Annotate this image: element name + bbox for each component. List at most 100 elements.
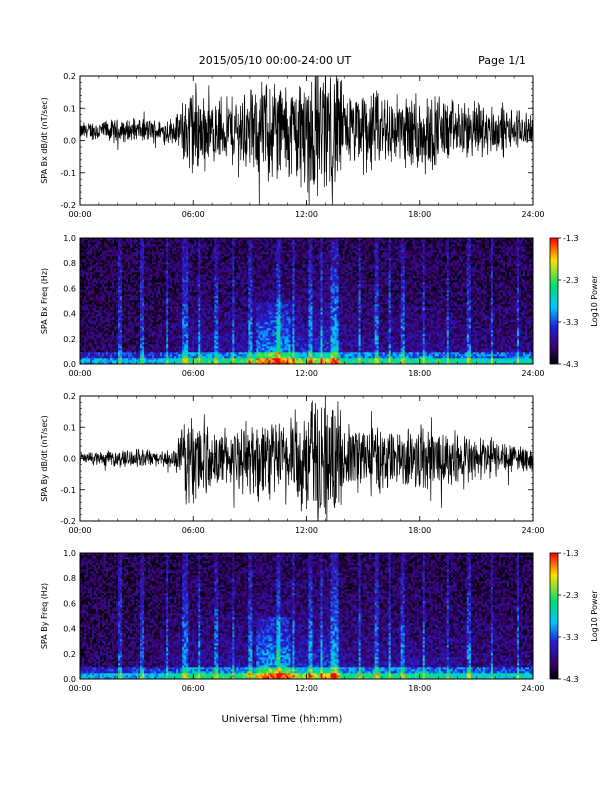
heatmap-cell [98, 254, 101, 257]
heatmap-cell [142, 314, 145, 317]
heatmap-cell [172, 322, 175, 325]
heatmap-cell [166, 360, 169, 363]
heatmap-cell [84, 256, 87, 259]
heatmap-cell [206, 290, 209, 293]
heatmap-cell [116, 326, 119, 329]
heatmap-cell [164, 340, 167, 343]
heatmap-cell [142, 326, 145, 329]
heatmap-cell [94, 288, 97, 291]
heatmap-cell [188, 246, 191, 249]
heatmap-cell [148, 338, 151, 341]
heatmap-cell [208, 268, 211, 271]
heatmap-cell [184, 264, 187, 267]
heatmap-cell [106, 348, 109, 351]
heatmap-cell [94, 348, 97, 351]
heatmap-cell [118, 282, 121, 285]
heatmap-cell [192, 296, 195, 299]
heatmap-cell [186, 248, 189, 251]
heatmap-cell [142, 350, 145, 353]
heatmap-cell [154, 282, 157, 285]
heatmap-cell [230, 306, 233, 309]
heatmap-cell [180, 272, 183, 275]
heatmap-cell [162, 262, 165, 265]
heatmap-cell [214, 254, 217, 257]
heatmap-cell [118, 320, 121, 323]
heatmap-cell [86, 242, 89, 245]
heatmap-cell [122, 278, 125, 281]
heatmap-cell [230, 276, 233, 279]
heatmap-cell [180, 352, 183, 355]
heatmap-cell [156, 356, 159, 359]
heatmap-cell [222, 282, 225, 285]
heatmap-cell [98, 360, 101, 363]
heatmap-cell [224, 276, 227, 279]
heatmap-cell [86, 276, 89, 279]
heatmap-cell [164, 272, 167, 275]
heatmap-cell [166, 294, 169, 297]
heatmap-cell [234, 344, 237, 347]
heatmap-cell [176, 278, 179, 281]
heatmap-cell [88, 252, 91, 255]
heatmap-cell [146, 308, 149, 311]
heatmap-cell [80, 314, 83, 317]
heatmap-cell [214, 328, 217, 331]
heatmap-cell [186, 294, 189, 297]
heatmap-cell [172, 264, 175, 267]
heatmap-cell [164, 260, 167, 263]
heatmap-cell [212, 352, 215, 355]
heatmap-cell [94, 300, 97, 303]
heatmap-cell [206, 322, 209, 325]
heatmap-cell [124, 270, 127, 273]
heatmap-cell [160, 256, 163, 259]
heatmap-cell [120, 350, 123, 353]
heatmap-cell [108, 314, 111, 317]
heatmap-cell [82, 256, 85, 259]
heatmap-cell [102, 314, 105, 317]
heatmap-cell [208, 252, 211, 255]
heatmap-cell [148, 300, 151, 303]
heatmap-cell [180, 258, 183, 261]
heatmap-cell [182, 248, 185, 251]
heatmap-cell [150, 344, 153, 347]
heatmap-cell [198, 354, 201, 357]
heatmap-cell [114, 240, 117, 243]
heatmap-cell [124, 240, 127, 243]
heatmap-cell [154, 348, 157, 351]
heatmap-cell [88, 246, 91, 249]
heatmap-cell [194, 300, 197, 303]
heatmap-cell [102, 302, 105, 305]
heatmap-cell [228, 328, 231, 331]
heatmap-cell [184, 246, 187, 249]
heatmap-cell [116, 250, 119, 253]
heatmap-cell [212, 292, 215, 295]
heatmap-cell [184, 352, 187, 355]
heatmap-cell [194, 248, 197, 251]
heatmap-cell [142, 298, 145, 301]
heatmap-cell [204, 328, 207, 331]
heatmap-cell [86, 284, 89, 287]
heatmap-cell [148, 282, 151, 285]
heatmap-cell [170, 340, 173, 343]
heatmap-cell [202, 334, 205, 337]
heatmap-cell [180, 246, 183, 249]
heatmap-cell [174, 254, 177, 257]
heatmap-cell [138, 330, 141, 333]
heatmap-cell [160, 340, 163, 343]
heatmap-cell [94, 342, 97, 345]
heatmap-cell [202, 308, 205, 311]
heatmap-cell [172, 340, 175, 343]
heatmap-cell [80, 334, 83, 337]
heatmap-cell [224, 324, 227, 327]
heatmap-cell [230, 346, 233, 349]
heatmap-cell [168, 248, 171, 251]
heatmap-cell [228, 358, 231, 361]
heatmap-cell [94, 338, 97, 341]
heatmap-cell [152, 294, 155, 297]
heatmap-cell [144, 346, 147, 349]
heatmap-cell [160, 252, 163, 255]
heatmap-cell [92, 274, 95, 277]
heatmap-cell [208, 288, 211, 291]
heatmap-cell [116, 294, 119, 297]
heatmap-cell [230, 328, 233, 331]
heatmap-cell [218, 266, 221, 269]
